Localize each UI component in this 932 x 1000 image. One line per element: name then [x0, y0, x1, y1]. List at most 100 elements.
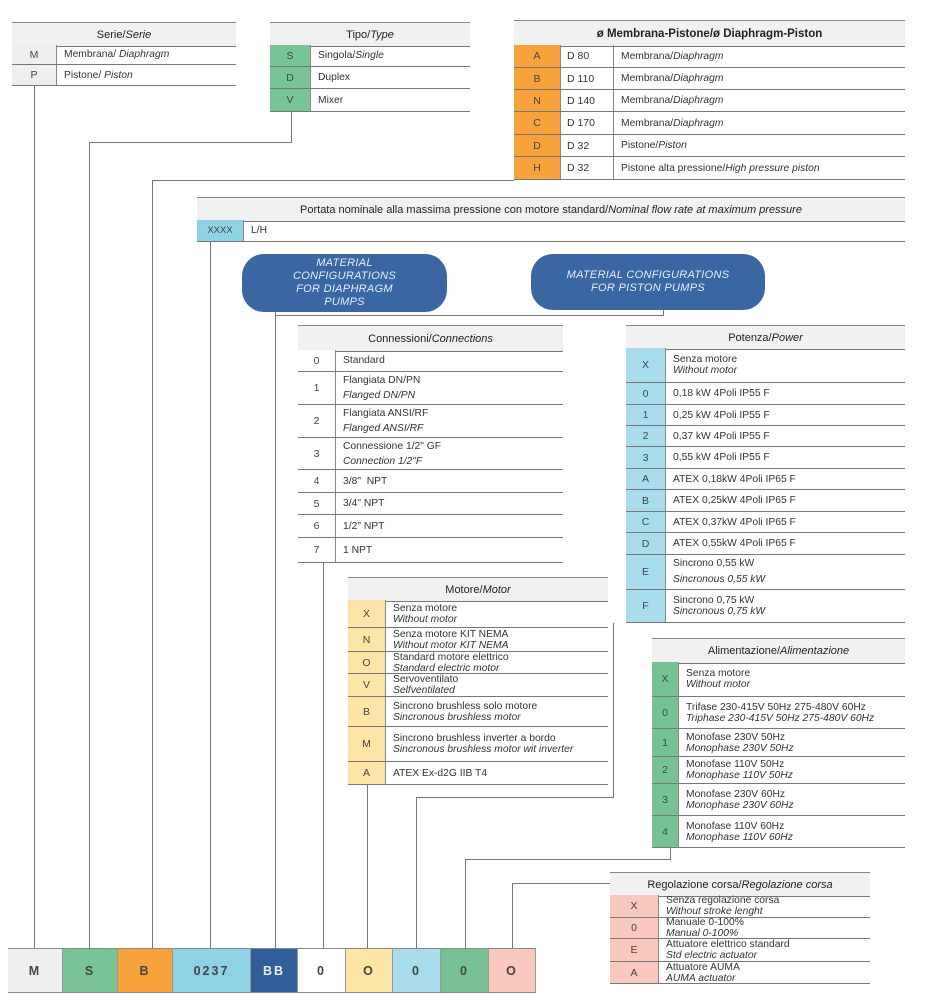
description-en: Diaphragm: [673, 95, 724, 106]
table-portata: Portata nominale alla massima pressione …: [197, 197, 905, 242]
option-description: Senza motore KIT NEMA Without motor KIT N…: [386, 628, 509, 651]
piston-config-button[interactable]: MATERIAL CONFIGURATIONS FOR PISTON PUMPS: [531, 254, 765, 310]
connector-line: [89, 142, 90, 948]
option-description: ATEX 0,18kW 4Poli IP65 F: [666, 469, 796, 489]
description-it: Attuatore elettrico standard: [666, 939, 790, 950]
option-code: XXXX: [197, 220, 244, 241]
table-row: S Singola/Single: [270, 45, 470, 67]
option-code: 3: [298, 438, 336, 469]
code-segment-connessioni[interactable]: 0: [298, 948, 346, 993]
option-code: 3: [652, 784, 679, 815]
table-potenza: Potenza/Power X Senza motore Without motor 0…: [626, 325, 905, 623]
table-title: Motore/: [445, 583, 483, 596]
description-it: ATEX 0,37kW 4Poli IP65 F: [673, 516, 796, 528]
description-en: Piston: [658, 140, 687, 151]
code-segment-alimentazione[interactable]: 0: [441, 948, 489, 993]
option-description: Pistone alta pressione/High pressure pis…: [614, 157, 820, 179]
option-description: Mixer: [311, 89, 343, 111]
option-description: Monofase 110V 50Hz Monophase 110V 50Hz: [679, 757, 793, 783]
code-segment-motore[interactable]: O: [346, 948, 393, 993]
option-code: X: [348, 600, 386, 627]
option-description: Membrana/ Diaphragm: [57, 45, 169, 64]
option-code: D: [514, 135, 561, 156]
connector-line: [89, 142, 292, 143]
table-title-en: Motor: [482, 583, 511, 596]
table-title: Regolazione corsa/: [647, 878, 742, 891]
option-code: H: [514, 157, 561, 179]
table-regolazione: Regolazione corsa/Regolazione corsa X Senz…: [610, 872, 870, 984]
option-description: Servoventilato Selfventilated: [386, 674, 458, 696]
option-description: 3/8" NPT: [336, 470, 387, 492]
option-description: 0,18 kW 4Poli IP55 F: [666, 383, 770, 404]
code-segment-tipo[interactable]: S: [63, 948, 118, 993]
diaphragm-config-button[interactable]: MATERIAL CONFIGURATIONS FOR DIAPHRAGM PU…: [242, 254, 447, 312]
description-en: Sincronous brushless motor: [393, 711, 521, 723]
option-description: ATEX Ex-d2G IIB T4: [386, 762, 487, 784]
description-it: Monofase 110V 60Hz: [686, 820, 785, 832]
table-row: 3 Monofase 230V 60Hz Monophase 230V 60Hz: [652, 784, 905, 816]
description-it: ATEX Ex-d2G IIB T4: [393, 767, 488, 779]
code-segment-serie[interactable]: M: [8, 948, 63, 993]
option-description: L/H: [244, 220, 267, 241]
option-diameter: D 32: [561, 135, 614, 156]
description-en: Std electric actuator: [666, 950, 757, 961]
table-title: Connessioni/: [368, 332, 432, 345]
description-en: Without motor: [686, 679, 750, 690]
description-it: Manuale 0-100%: [666, 917, 744, 928]
option-code: O: [348, 652, 386, 673]
table-header: Motore/Motor: [348, 577, 608, 602]
description-it: Senza regolazione corsa: [666, 895, 780, 906]
description-it: ATEX 0,25kW 4Poli IP65 F: [673, 495, 796, 506]
description-it: Flangiata ANSI/RF: [343, 408, 429, 419]
option-code: 5: [298, 493, 336, 514]
option-description: Manuale 0-100% Manual 0-100%: [659, 917, 744, 939]
connector-line: [512, 883, 610, 884]
table-row: M Sincrono brushless inverter a bordo Sinc…: [348, 727, 608, 762]
connector-line: [367, 785, 368, 948]
description-en: Without motor: [673, 365, 737, 376]
connector-line: [416, 797, 614, 798]
option-code: 4: [298, 470, 336, 492]
table-header: ø Membrana-Pistone/ø Diaphragm-Piston: [514, 20, 905, 47]
description-en: Single: [355, 50, 384, 61]
code-segment-portata[interactable]: 0237: [173, 948, 251, 993]
description-en: Diaphragm: [673, 50, 724, 62]
table-alimentazione: Alimentazione/Alimentazione X Senza motore…: [652, 638, 905, 848]
description-it: 1 NPT: [343, 544, 373, 556]
table-serie: Serie/Serie M Membrana/ Diaphragm P Pistone/…: [12, 22, 236, 86]
table-row: 5 3/4" NPT: [298, 493, 563, 515]
description-en: Standard electric motor: [393, 662, 500, 674]
code-segment-config[interactable]: BB: [251, 948, 298, 993]
option-code: 6: [298, 515, 336, 537]
code-segment-potenza[interactable]: 0: [393, 948, 441, 993]
option-description: Sincrono 0,55 kW Sincronous 0,55 kW: [666, 555, 765, 589]
code-segment-regolazione[interactable]: O: [489, 948, 536, 993]
description-en: Selfventilated: [393, 685, 455, 696]
description-it: Membrana/: [621, 50, 674, 62]
table-row: X Senza motore Without motor: [652, 662, 905, 697]
description-it: Pistone alta pressione/: [621, 162, 726, 174]
option-description: 0,37 kW 4Poli IP55 F: [666, 426, 770, 446]
option-code: A: [610, 962, 659, 983]
option-code: 2: [652, 757, 679, 783]
option-description: ATEX 0,37kW 4Poli IP65 F: [666, 512, 796, 532]
option-description: Pistone/Piston: [614, 135, 687, 156]
option-diameter: D 170: [561, 112, 614, 134]
option-code: D: [270, 67, 311, 88]
connector-line: [663, 310, 664, 316]
code-segment-diametro[interactable]: B: [118, 948, 173, 993]
option-description: 0,55 kW 4Poli IP55 F: [666, 447, 770, 468]
table-row: P Pistone/ Piston: [12, 65, 236, 86]
table-header: Serie/Serie: [12, 22, 236, 47]
option-description: Attuatore elettrico standard Std electric…: [659, 939, 790, 961]
option-code: C: [514, 112, 561, 134]
table-row: N Senza motore KIT NEMA Without motor KIT …: [348, 628, 608, 652]
description-en: Without motor KIT NEMA: [393, 639, 509, 651]
table-header: Connessioni/Connections: [298, 325, 563, 352]
table-row: 2 0,37 kW 4Poli IP55 F: [626, 426, 905, 447]
table-title-en: Alimentazione: [780, 645, 850, 657]
connector-line: [210, 242, 211, 948]
option-code: 0: [298, 350, 336, 371]
